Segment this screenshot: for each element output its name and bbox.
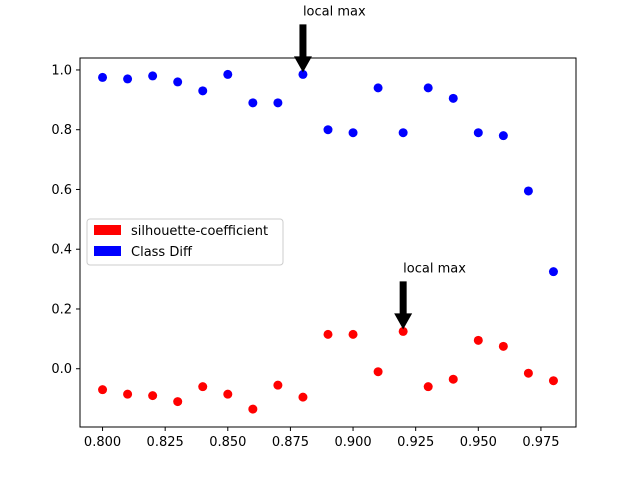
data-point-silhouette [223,389,233,399]
data-point-class-diff [348,128,358,138]
data-point-class-diff [198,86,208,96]
x-tick-label: 0.850 [209,435,246,450]
data-point-class-diff [373,83,383,93]
data-point-silhouette [448,374,458,384]
annotation-arrow [293,24,312,73]
data-point-silhouette [248,404,258,414]
annotation-label: local max [303,4,366,19]
y-tick-label: 0.2 [51,302,72,317]
data-point-class-diff [298,69,308,79]
data-point-silhouette [173,397,183,407]
data-point-silhouette [298,392,308,402]
data-point-class-diff [223,69,233,79]
data-point-class-diff [173,77,183,87]
x-tick-label: 0.950 [460,435,497,450]
y-tick-label: 1.0 [51,63,72,78]
marks-layer [98,69,558,414]
plot-frame [79,57,577,428]
annotation-label: local max [403,261,466,276]
data-point-class-diff [523,186,533,196]
x-tick-label: 0.800 [84,435,121,450]
data-point-silhouette [123,389,133,399]
data-point-class-diff [548,267,558,277]
data-point-class-diff [148,71,158,81]
data-point-silhouette [373,367,383,377]
data-point-class-diff [423,83,433,93]
data-point-silhouette [98,385,108,395]
x-tick-label: 0.900 [334,435,371,450]
x-tick-label: 0.925 [397,435,434,450]
legend: silhouette-coefficient Class Diff [86,218,284,266]
data-point-class-diff [98,72,108,82]
x-tick-label: 0.975 [522,435,559,450]
x-tick-label: 0.875 [272,435,309,450]
data-point-class-diff [398,128,408,138]
data-point-silhouette [398,326,408,336]
y-tick-label: 0.4 [51,243,72,258]
y-tick-label: 0.6 [51,183,72,198]
data-point-class-diff [248,98,258,108]
y-tick-label: 0.8 [51,123,72,138]
data-point-class-diff [273,98,283,108]
legend-swatch [94,225,121,235]
data-point-class-diff [473,128,483,138]
annotations-layer: local max local max [293,4,466,330]
axes-layer: 0.800 0.825 0.850 0.875 0.900 0.925 0.950 0.975… [51,63,559,450]
legend-swatch [94,246,121,256]
data-point-silhouette [498,341,508,351]
data-point-silhouette [323,329,333,339]
data-point-silhouette [148,391,158,401]
data-point-silhouette [523,368,533,378]
data-point-silhouette [198,382,208,392]
y-tick-label: 0.0 [51,362,72,377]
data-point-class-diff [448,93,458,103]
data-point-class-diff [498,131,508,141]
annotation-arrow [394,281,413,330]
data-point-class-diff [123,74,133,84]
legend-label: silhouette-coefficient [131,224,268,239]
data-point-silhouette [273,380,283,390]
x-tick-label: 0.825 [147,435,184,450]
legend-label: Class Diff [131,245,193,260]
legend-box [86,218,284,266]
data-point-silhouette [473,335,483,345]
data-point-silhouette [348,329,358,339]
data-point-silhouette [548,376,558,386]
data-point-class-diff [323,125,333,135]
data-point-silhouette [423,382,433,392]
